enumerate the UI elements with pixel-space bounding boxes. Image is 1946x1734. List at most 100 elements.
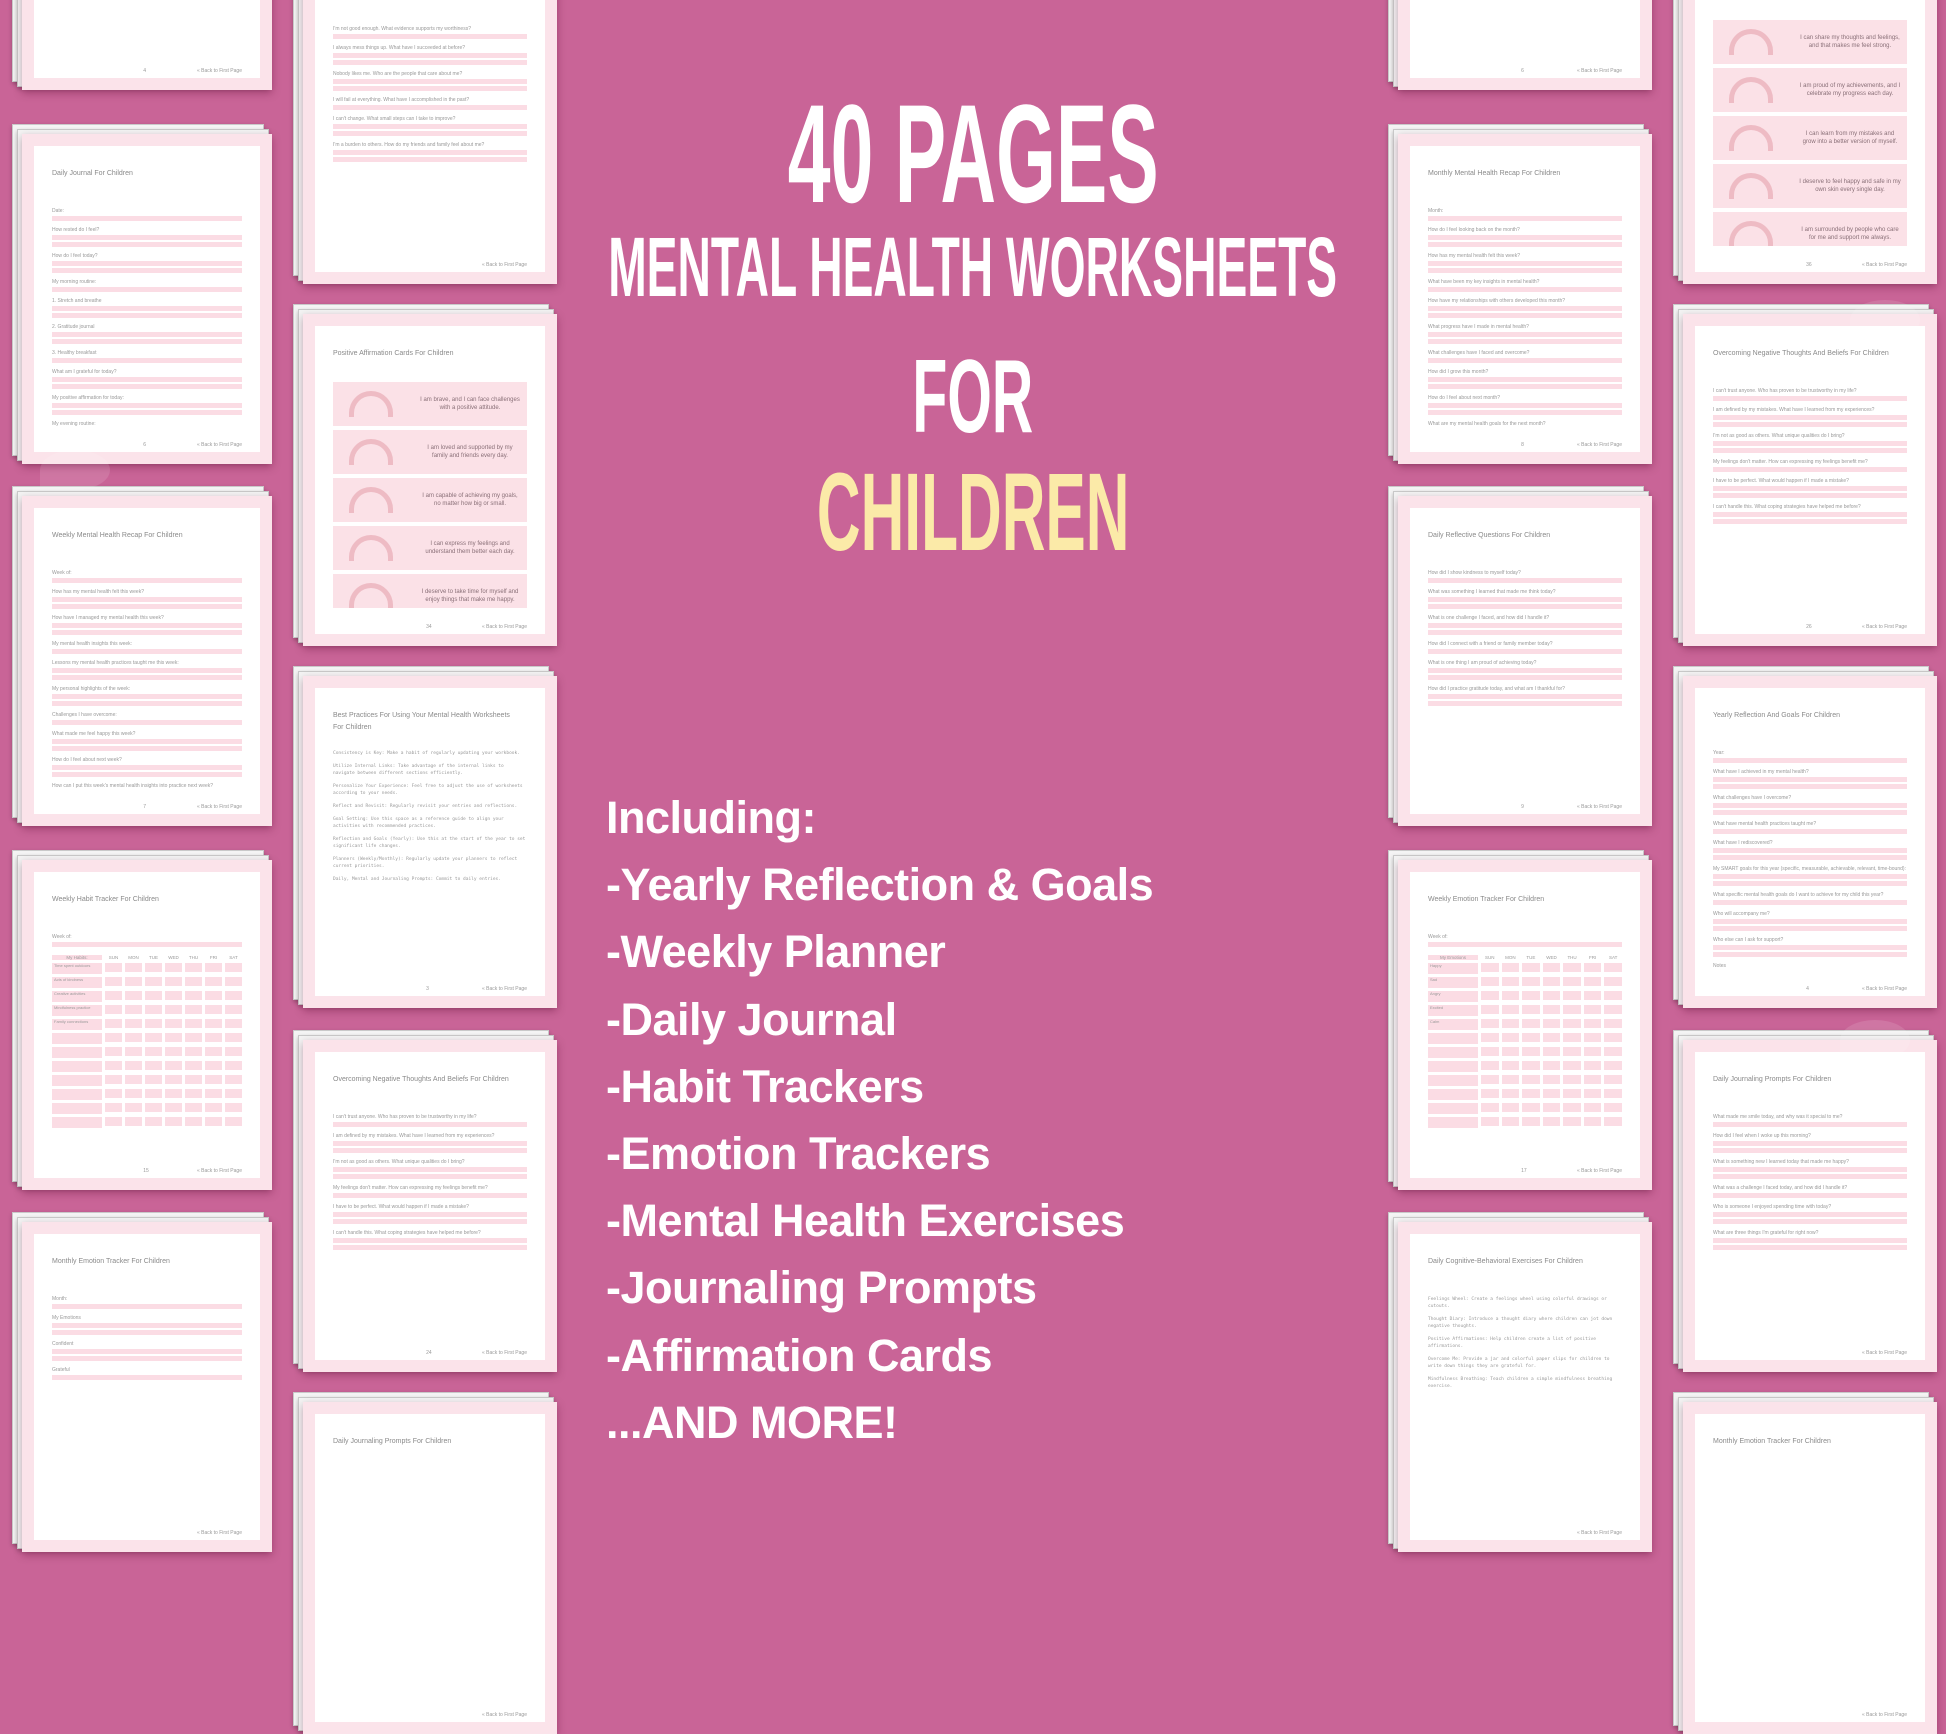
back-to-first-page-link[interactable]: « Back to First Page	[196, 1530, 242, 1536]
list-item: -Habit Trackers	[606, 1060, 924, 1112]
tracker-checkbox	[125, 1047, 142, 1056]
back-to-first-page-link[interactable]: « Back to First Page	[196, 1168, 242, 1174]
answer-line	[52, 216, 242, 221]
answer-line	[1428, 313, 1622, 318]
answer-line	[52, 235, 242, 240]
answer-line	[1428, 701, 1622, 706]
page-content: Weekly Habit Tracker For Children Week of…	[34, 872, 260, 1178]
back-to-first-page-link[interactable]: « Back to First Page	[481, 624, 527, 630]
paragraph: Feelings Wheel: Create a feelings wheel …	[1428, 1297, 1607, 1309]
tracker-checkbox	[125, 1089, 142, 1098]
list-item: -Emotion Trackers	[606, 1128, 991, 1180]
list-item: -Mental Health Exercises	[606, 1195, 1125, 1247]
back-to-first-page-link[interactable]: « Back to First Page	[1576, 68, 1622, 74]
back-to-first-page-link[interactable]: « Back to First Page	[1576, 1530, 1622, 1536]
worksheet-page: Daily Cognitive-Behavioral Exercises For…	[1398, 1222, 1652, 1552]
page-stack: Daily Journaling Prompts For Children « B…	[293, 1392, 557, 1734]
tracker-checkbox	[1563, 1047, 1581, 1056]
page-stack: Overcoming Negative Thoughts And Beliefs…	[1673, 304, 1937, 646]
answer-line	[52, 1323, 242, 1328]
back-to-first-page-link[interactable]: « Back to First Page	[1861, 1712, 1907, 1718]
tracker-checkbox	[1522, 1019, 1540, 1028]
tracker-checkbox	[225, 963, 242, 972]
headline-audience: CHILDREN	[816, 451, 1130, 574]
page-stack: What insights did I gain today?What brou…	[1388, 0, 1652, 90]
page-number: 17	[1521, 1168, 1527, 1174]
week-label: Week of:	[1428, 934, 1448, 940]
affirmation-text: I can learn from my mistakes and grow in…	[1802, 131, 1898, 145]
answer-line	[52, 668, 242, 673]
answer-line	[1713, 803, 1907, 808]
tracker-checkbox	[145, 1103, 162, 1112]
tracker-checkbox	[1501, 1061, 1520, 1070]
paragraph: Personalize Your Experience: Feel free t…	[333, 784, 523, 796]
answer-line	[333, 53, 527, 58]
affirmation-card: I can express my feelings and understand…	[333, 526, 527, 570]
row-label	[1428, 1033, 1478, 1044]
tracker-checkbox	[1522, 1089, 1540, 1098]
affirmation-text: I am brave, and I can face challenges wi…	[420, 397, 520, 411]
row-label: Sad	[1428, 977, 1478, 988]
back-to-first-page-link[interactable]: « Back to First Page	[1861, 986, 1907, 992]
week-field	[52, 942, 242, 947]
back-to-first-page-link[interactable]: « Back to First Page	[1861, 1350, 1907, 1356]
row-label: Creative activities	[52, 991, 102, 1002]
back-to-first-page-link[interactable]: « Back to First Page	[196, 68, 242, 74]
tracker-checkbox	[1481, 977, 1499, 986]
page-body: Who will accompany me?Who else can I ask…	[52, 0, 242, 52]
back-to-first-page-link[interactable]: « Back to First Page	[1861, 624, 1907, 630]
page-content: Daily Cognitive-Behavioral Exercises For…	[1410, 1234, 1640, 1540]
answer-line	[52, 339, 242, 344]
answer-line	[1713, 1167, 1907, 1172]
page-title: Overcoming Negative Thoughts And Beliefs…	[1713, 350, 1889, 357]
tracker-checkbox	[225, 991, 242, 1000]
tracker-checkbox	[1522, 1061, 1540, 1070]
back-to-first-page-link[interactable]: « Back to First Page	[196, 442, 242, 448]
page-number: 8	[1521, 442, 1524, 448]
paragraph: Planners (Weekly/Monthly): Regularly upd…	[333, 857, 518, 869]
column-header: My Habits:	[52, 955, 102, 960]
answer-line	[52, 306, 242, 311]
page-title: Monthly Mental Health Recap For Children	[1428, 170, 1561, 177]
back-to-first-page-link[interactable]: « Back to First Page	[481, 262, 527, 268]
answer-line	[52, 1375, 242, 1380]
page-number: 7	[143, 804, 146, 810]
answer-line	[333, 105, 527, 110]
page-title: Best Practices For Using Your Mental Hea…	[333, 712, 510, 731]
week-label: Week of:	[52, 934, 72, 940]
answer-line	[333, 1238, 527, 1243]
tracker-grid: My Habits: SUN MON TUE WED THU FRI SAT Time spen…	[52, 955, 242, 1128]
prompt-label: How rested do I feel?	[52, 227, 100, 233]
tracker-checkbox	[145, 1075, 162, 1084]
back-to-first-page-link[interactable]: « Back to First Page	[481, 986, 527, 992]
tracker-checkbox	[1583, 977, 1602, 986]
tracker-checkbox	[225, 1089, 242, 1098]
back-to-first-page-link[interactable]: « Back to First Page	[481, 1350, 527, 1356]
back-to-first-page-link[interactable]: « Back to First Page	[481, 1712, 527, 1718]
back-to-first-page-link[interactable]: « Back to First Page	[1576, 442, 1622, 448]
back-to-first-page-link[interactable]: « Back to First Page	[1861, 262, 1907, 268]
row-label	[52, 1089, 102, 1100]
tracker-checkbox	[205, 1033, 222, 1042]
tracker-checkbox	[1563, 963, 1581, 972]
page-body: Month: My Emotions Confident Grateful	[52, 1290, 242, 1514]
answer-line	[1713, 396, 1907, 401]
day-header: WED	[168, 955, 179, 960]
back-to-first-page-link[interactable]: « Back to First Page	[1576, 804, 1622, 810]
tracker-checkbox	[1501, 991, 1520, 1000]
row-label	[52, 1033, 102, 1044]
answer-line	[1428, 216, 1622, 221]
tracker-checkbox	[1583, 1005, 1602, 1014]
page-content: Monthly Emotion Tracker For Children « Ba…	[1695, 1414, 1925, 1722]
prompt-label: My morning routine:	[52, 279, 97, 285]
prompt-label: What progress have I made in mental heal…	[1428, 324, 1529, 330]
worksheet-page: Positive Affirmation Cards For Children I…	[303, 314, 557, 646]
back-to-first-page-link[interactable]: « Back to First Page	[1576, 1168, 1622, 1174]
affirmation-card: I can share my thoughts and feelings, an…	[1713, 20, 1907, 64]
prompt-label: 2. Gratitude journal	[52, 324, 95, 330]
tracker-checkbox	[185, 1089, 202, 1098]
row-label: Time spent outdoors	[52, 963, 102, 974]
back-to-first-page-link[interactable]: « Back to First Page	[196, 804, 242, 810]
row-label	[1428, 1103, 1478, 1114]
answer-line	[52, 604, 242, 609]
